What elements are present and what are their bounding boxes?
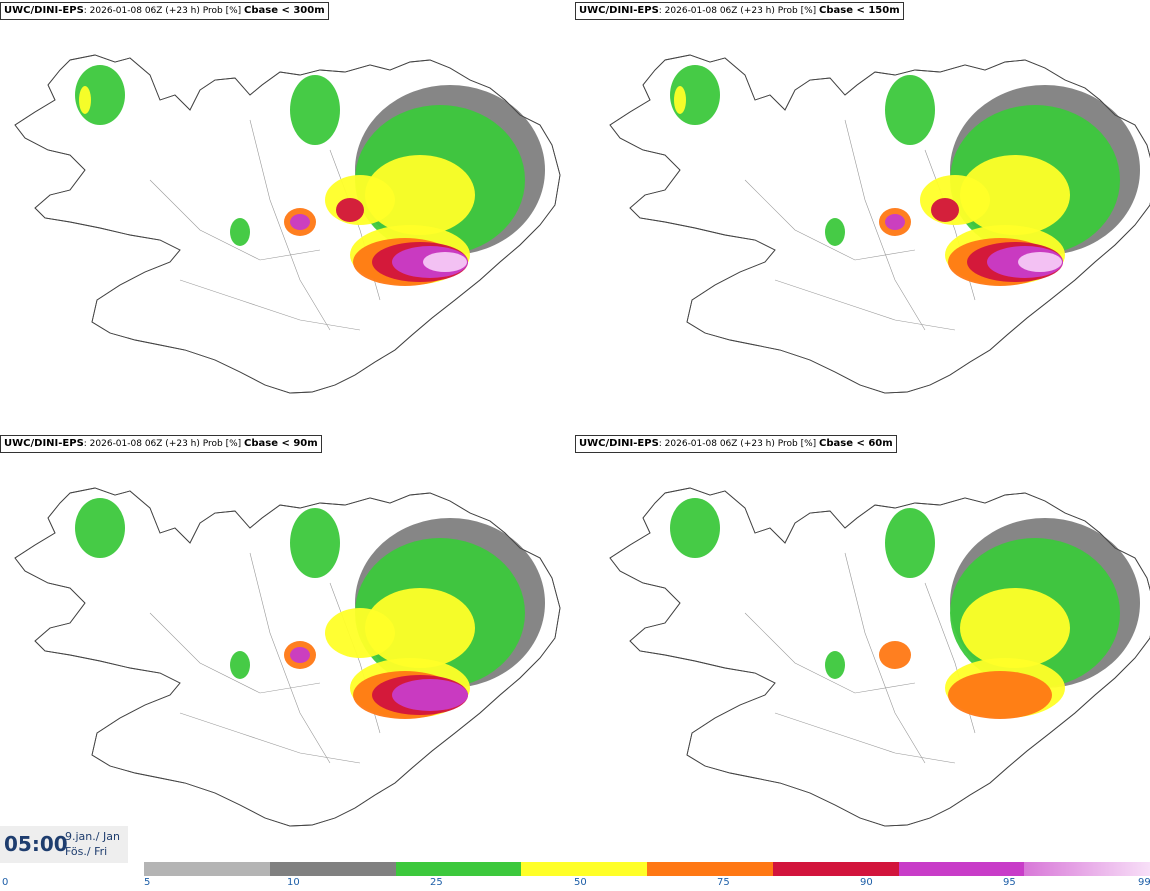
run-info: : 2026-01-08 06Z (+23 h) Prob [%] [658,6,820,16]
legend-tick-label: 75 [717,877,730,888]
valid-time-box: 05:00 9.jan./ Jan Fös./ Fri [0,826,128,863]
panel-title: UWC/DINI-EPS: 2026-01-08 06Z (+23 h) Pro… [575,2,904,20]
boundary-line [249,119,331,331]
coastline-overlay [609,54,1150,394]
boundary-line [249,552,331,764]
model-name: UWC/DINI-EPS [4,5,84,16]
legend-swatch [395,862,522,876]
probability-area [960,155,1070,235]
boundary-line [179,279,361,331]
probability-area [879,641,911,669]
legend-tick-label: 50 [574,877,587,888]
map-svg [14,54,561,394]
legend-swatch [521,862,648,876]
probability-area [325,608,395,658]
probability-area [670,498,720,558]
probability-area [230,218,250,246]
panel-title: UWC/DINI-EPS: 2026-01-08 06Z (+23 h) Pro… [575,435,897,453]
run-info: : 2026-01-08 06Z (+23 h) Prob [%] [83,6,245,16]
map-layer [14,487,561,827]
map-layer [14,54,561,394]
legend-tick-label: 95 [1003,877,1016,888]
boundary-line [844,119,926,331]
map-layer [609,54,1150,394]
model-name: UWC/DINI-EPS [579,5,659,16]
probability-area [931,198,959,222]
legend-tick-label: 25 [430,877,443,888]
boundary-line [744,179,916,261]
valid-day: Fös./ Fri [65,845,108,858]
boundary-line [149,179,321,261]
legend-tick-label: 99 [1138,877,1150,888]
probability-area [674,86,686,114]
model-name: UWC/DINI-EPS [579,438,659,449]
probability-area [825,218,845,246]
legend-tick-label: 0 [2,877,9,888]
map-svg [14,487,561,827]
probability-area [392,679,468,711]
color-legend [144,862,1150,876]
panel-title: UWC/DINI-EPS: 2026-01-08 06Z (+23 h) Pro… [0,435,322,453]
run-info: : 2026-01-08 06Z (+23 h) Prob [%] [83,439,245,449]
legend-tick-label: 10 [287,877,300,888]
map-svg [609,487,1150,827]
probability-area [885,75,935,145]
boundary-line [744,612,916,694]
probability-area [365,155,475,235]
coastline-overlay [14,487,561,827]
legend-swatch [647,862,774,876]
boundary-line [774,279,956,331]
legend-swatch [772,862,899,876]
probability-area [885,214,905,230]
probability-area [960,588,1070,668]
probability-area [825,651,845,679]
coastline-overlay [609,487,1150,827]
probability-area [290,214,310,230]
probability-area [885,508,935,578]
probability-area [75,498,125,558]
boundary-line [774,712,956,764]
legend-tick-label: 90 [860,877,873,888]
legend-tick-label: 5 [144,877,151,888]
criterion: Cbase < 300m [244,5,325,16]
legend-swatch [269,862,396,876]
probability-area [948,671,1052,719]
legend-swatch [898,862,1025,876]
run-info: : 2026-01-08 06Z (+23 h) Prob [%] [658,439,820,449]
criterion: Cbase < 150m [819,5,900,16]
valid-hour: 05:00 [4,832,68,856]
probability-area [79,86,91,114]
probability-area [423,252,467,272]
criterion: Cbase < 60m [819,438,893,449]
probability-area [1018,252,1062,272]
legend-swatch [144,862,271,876]
valid-date: 9.jan./ Jan [65,830,120,843]
coastline-overlay [14,54,561,394]
map-layer [609,487,1150,827]
boundary-line [844,552,926,764]
map-panel-90m: UWC/DINI-EPS: 2026-01-08 06Z (+23 h) Pro… [0,433,575,863]
map-panel-300m: UWC/DINI-EPS: 2026-01-08 06Z (+23 h) Pro… [0,0,575,430]
probability-area [365,588,475,668]
probability-area [290,75,340,145]
model-name: UWC/DINI-EPS [4,438,84,449]
panel-title: UWC/DINI-EPS: 2026-01-08 06Z (+23 h) Pro… [0,2,329,20]
probability-area [290,647,310,663]
probability-area [290,508,340,578]
map-panel-150m: UWC/DINI-EPS: 2026-01-08 06Z (+23 h) Pro… [575,0,1150,430]
probability-area [230,651,250,679]
criterion: Cbase < 90m [244,438,318,449]
probability-area [336,198,364,222]
legend-swatch [1024,862,1150,876]
boundary-line [149,612,321,694]
map-panel-60m: UWC/DINI-EPS: 2026-01-08 06Z (+23 h) Pro… [575,433,1150,863]
map-svg [609,54,1150,394]
boundary-line [179,712,361,764]
